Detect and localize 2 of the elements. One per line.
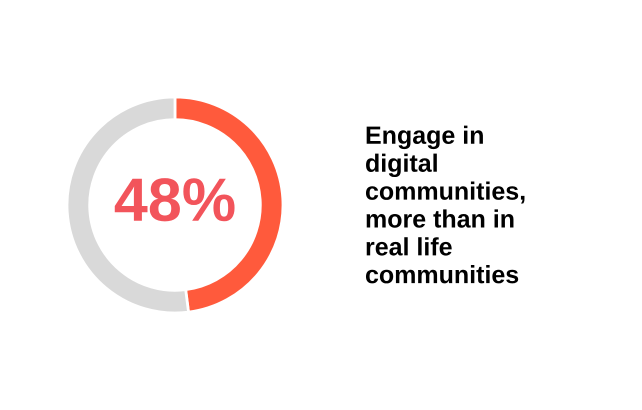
text: Engage in digital communities, more than in real life communities [366,126,524,284]
data-label: 48% [114,178,235,222]
